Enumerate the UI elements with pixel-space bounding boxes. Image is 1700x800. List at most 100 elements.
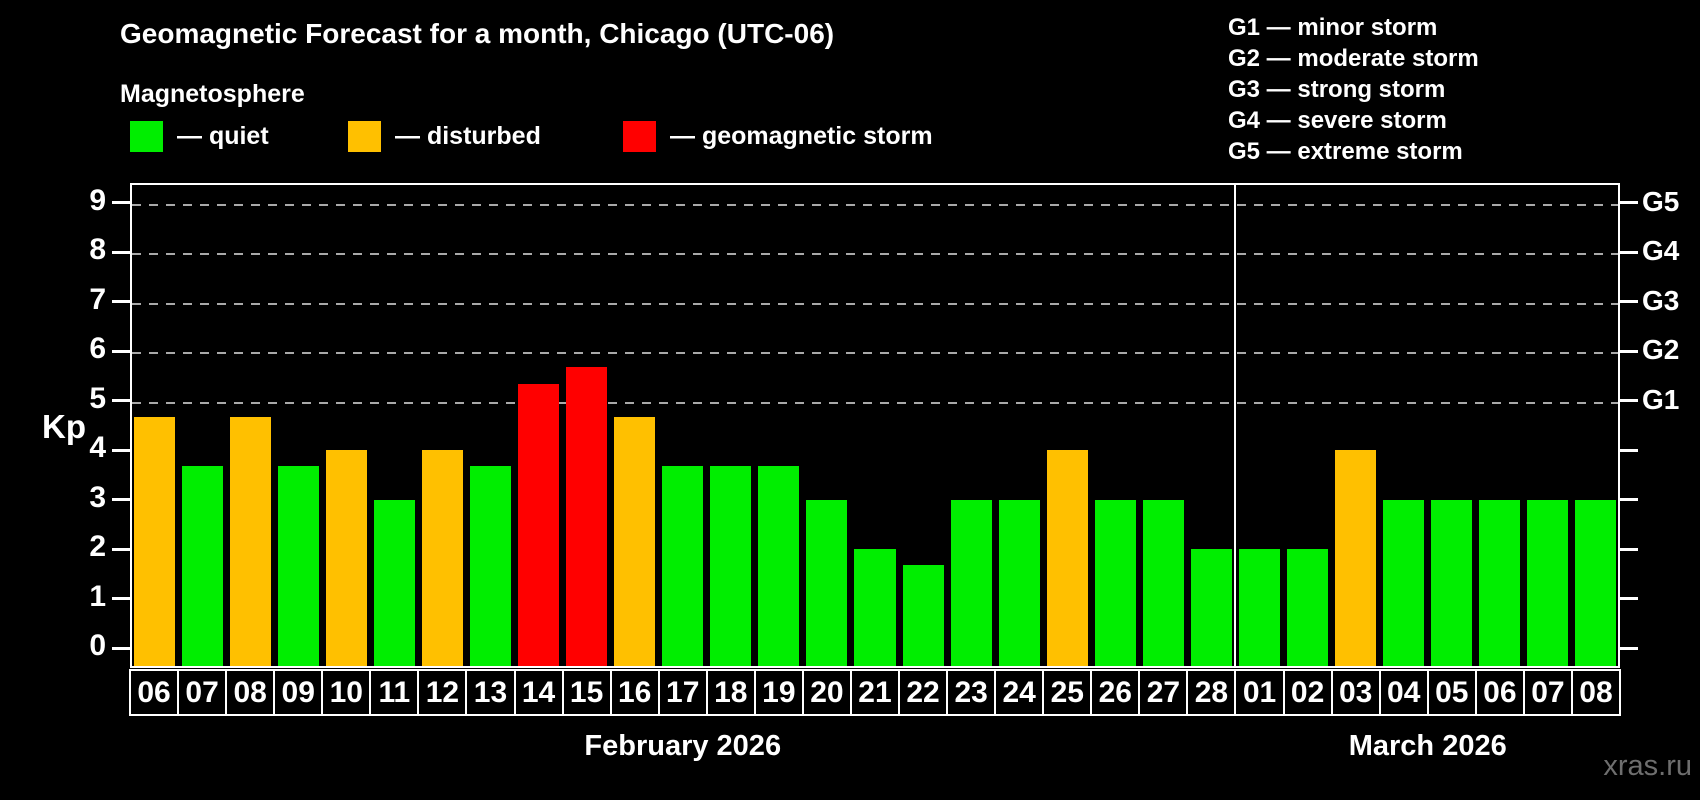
g-legend-line-1: G1 — minor storm [1228,14,1438,41]
month-label-march: March 2026 [1348,730,1507,762]
kp-bar-22 [902,565,944,666]
date-cell-feb-09: 09 [273,669,324,716]
date-cell-mar-06: 06 [1474,669,1525,716]
y-tick-label-5: 5 [89,381,106,415]
right-tick-6 [1620,349,1638,353]
gridline-kp7 [132,302,1618,305]
legend-item-storm: — geomagnetic storm [623,121,933,152]
date-cell-feb-27: 27 [1138,669,1189,716]
kp-bar-07 [1527,499,1569,666]
kp-bar-28 [1190,549,1232,666]
right-tick-5 [1620,399,1638,402]
kp-bar-08 [1575,499,1617,666]
kp-bar-13 [469,466,511,666]
kp-bar-18 [710,466,752,666]
kp-bar-04 [1383,499,1425,666]
gridline-kp9 [132,203,1618,206]
g-legend-line-3: G3 — strong storm [1228,76,1446,103]
left-tick-6 [112,349,130,353]
date-cell-mar-02: 02 [1282,669,1333,716]
kp-bar-11 [373,499,415,666]
right-tick-4 [1620,448,1638,452]
kp-bar-02 [1287,549,1329,666]
date-cell-feb-21: 21 [849,669,901,716]
right-tick-0 [1620,646,1638,650]
right-tick-1 [1620,597,1638,600]
disturbed-swatch [348,121,381,152]
gridline-kp5 [132,401,1618,404]
y-tick-label-1: 1 [89,579,106,613]
date-cell-mar-01: 01 [1234,669,1285,716]
left-tick-3 [112,498,130,501]
left-tick-7 [112,300,130,303]
y-axis-title: Kp [42,408,86,445]
date-cell-mar-05: 05 [1426,669,1477,716]
date-cell-mar-03: 03 [1330,669,1381,716]
kp-bar-25 [1046,450,1088,666]
g-legend-line-4: G4 — severe storm [1228,107,1447,134]
kp-bar-20 [806,499,848,666]
date-cell-feb-14: 14 [513,669,564,716]
quiet-swatch [130,121,163,152]
y-tick-label-3: 3 [89,480,106,514]
date-cell-feb-20: 20 [801,669,852,716]
watermark: xras.ru [1603,750,1692,782]
kp-bar-23 [950,499,992,666]
legend-item-disturbed: — disturbed [348,121,541,152]
date-cell-feb-07: 07 [177,669,228,716]
g-level-label-G4: G4 [1642,235,1680,266]
date-cell-feb-19: 19 [753,669,804,716]
kp-bar-10 [325,450,367,666]
right-tick-7 [1620,300,1638,303]
kp-bar-03 [1335,450,1377,666]
date-cell-feb-18: 18 [705,669,756,716]
g-level-label-G5: G5 [1642,185,1680,217]
right-tick-8 [1620,250,1638,254]
left-tick-8 [112,250,130,254]
date-cell-feb-16: 16 [609,669,660,716]
g-level-label-G3: G3 [1642,284,1680,316]
y-tick-label-0: 0 [89,629,106,662]
y-tick-label-9: 9 [89,183,106,217]
kp-bar-05 [1431,499,1473,666]
g-scale-legend: G1 — minor storm G2 — moderate storm G3 — … [1228,12,1479,167]
date-cell-feb-06: 06 [129,669,180,716]
left-tick-1 [112,597,130,600]
kp-bar-08 [229,416,271,666]
kp-bar-14 [518,384,560,666]
legend-item-quiet: — quiet [130,121,269,152]
date-cell-feb-15: 15 [561,669,612,716]
kp-bar-19 [758,466,800,666]
date-cell-feb-11: 11 [369,669,420,716]
date-cell-feb-12: 12 [417,669,468,716]
kp-bar-26 [1094,499,1136,666]
left-tick-0 [112,646,130,650]
date-cell-feb-24: 24 [994,669,1045,716]
chart-title: Geomagnetic Forecast for a month, Chicag… [120,18,835,49]
storm-swatch [623,121,656,152]
kp-bar-06 [1479,499,1521,666]
kp-bar-16 [614,416,656,666]
g-level-label-G1: G1 [1642,383,1680,415]
left-tick-2 [112,547,130,551]
y-tick-label-7: 7 [89,282,106,316]
date-cell-mar-08: 08 [1570,669,1621,716]
y-tick-label-8: 8 [89,233,106,266]
date-cell-feb-10: 10 [321,669,372,716]
legend-label-disturbed: — disturbed [395,122,541,150]
right-tick-9 [1620,201,1638,204]
y-tick-label-6: 6 [89,332,106,365]
date-cell-mar-04: 04 [1378,669,1429,716]
left-tick-9 [112,201,130,204]
kp-bar-07 [181,466,223,666]
y-tick-label-4: 4 [89,431,106,464]
g-legend-line-2: G2 — moderate storm [1228,45,1479,72]
g-legend-line-5: G5 — extreme storm [1228,138,1463,165]
legend-label-quiet: — quiet [177,122,269,150]
plot-area [130,183,1620,668]
date-cell-feb-26: 26 [1090,669,1141,716]
kp-bar-17 [662,466,704,666]
month-label-february: February 2026 [584,730,782,762]
y-tick-label-2: 2 [89,530,106,563]
